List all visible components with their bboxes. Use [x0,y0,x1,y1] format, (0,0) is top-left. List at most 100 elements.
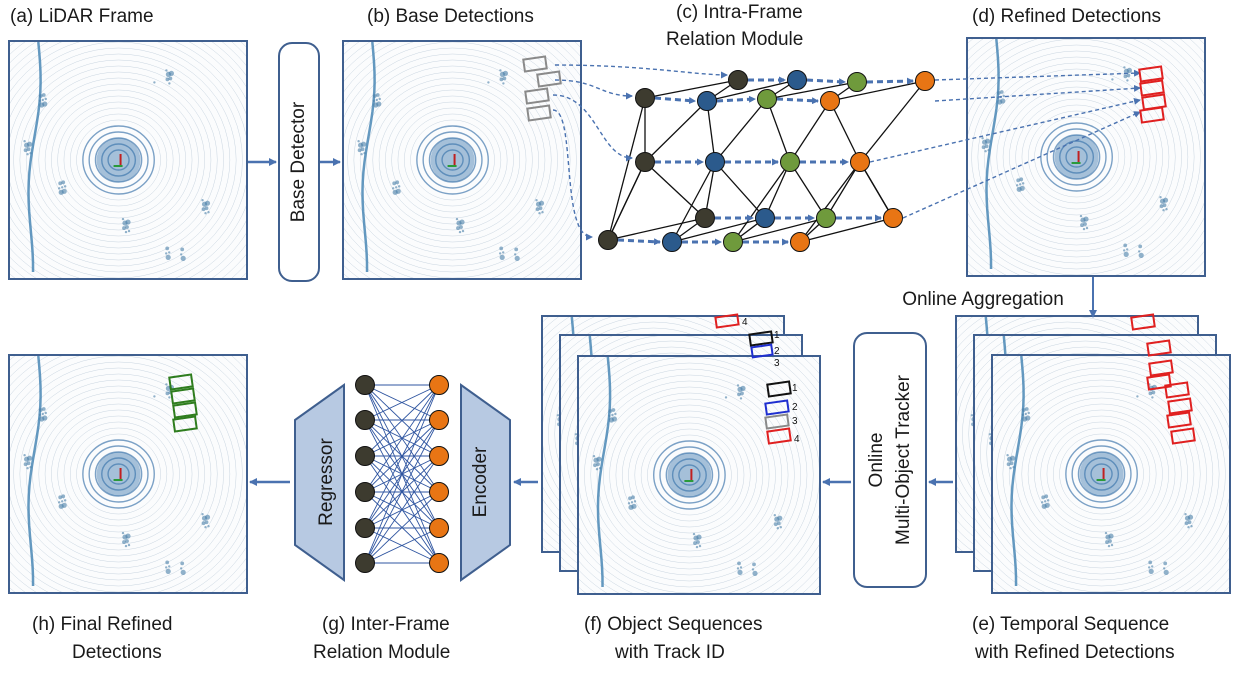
bipartite-edge [364,491,440,529]
tracker-label-line2: Multi-Object Tracker [893,375,914,545]
graph-edge [859,80,926,163]
scan-ring [88,445,149,503]
scan-point [996,96,999,100]
scan-point [1187,520,1192,525]
scan-point [1022,182,1025,185]
scan-point [125,539,129,543]
scan-point [1010,455,1016,461]
scan-point [363,152,366,155]
scan-point [27,455,33,461]
scan-point [41,412,44,416]
scan-point [153,81,156,84]
scan-point [1187,514,1194,520]
scan-point [751,568,755,571]
scan-point [988,433,992,436]
scan-point [692,532,696,536]
encoder-node [429,446,449,466]
scan-point [165,560,170,565]
scan-ring [19,379,218,569]
scan-point [180,253,183,256]
scan-point [1126,73,1131,78]
scan-point [461,229,465,233]
scan-point [44,97,47,101]
scan-point [1082,227,1086,231]
scan-ring [590,380,789,570]
scan-point [739,397,743,400]
scan-ring [101,143,137,177]
scan-point [1151,384,1157,390]
scan-point [1079,214,1083,218]
scan-point [41,407,46,411]
scan-point [61,188,67,194]
scan-ring [94,137,143,183]
scan-point [64,185,67,188]
scan-ring [1040,415,1163,533]
object-frame-front [577,355,821,595]
scan-point [61,186,64,189]
bipartite-edge [364,384,440,493]
flow-arrow [716,95,756,103]
scan-center [96,452,141,496]
scan-point [376,101,382,107]
scan-point [514,253,517,256]
bipartite-edge [364,419,440,564]
scan-point [1108,539,1112,543]
graph-node [695,208,715,228]
graph-edge [671,161,716,243]
scan-ring [652,440,726,510]
flow-arrow [776,97,819,105]
scan-point [1165,208,1168,211]
regressor-label: Regressor [316,438,337,526]
scan-point [1047,499,1050,502]
caption-base-detections: (b) Base Detections [367,6,534,27]
bipartite-edge [364,419,440,529]
scan-point [1151,396,1154,399]
graph-edge [644,161,706,219]
bipartite-edge [364,455,440,529]
bipartite-edge [364,384,440,493]
graph-edge [766,79,798,100]
scan-ring [397,107,508,213]
scan-ring [391,101,514,219]
graph-node [883,208,903,228]
scan-ring [647,434,732,516]
scan-point [61,500,64,503]
scan-point [61,494,66,499]
scan-point [611,413,614,417]
graph-edge [789,161,827,219]
scan-point [61,180,66,185]
scan-point [392,187,395,190]
bipartite-edge [364,455,440,493]
scan-point [1080,223,1084,227]
scan-point [1148,560,1153,565]
graph-node [816,208,836,228]
bipartite-edge [364,455,440,564]
bipartite-edge [364,384,440,529]
scan-point [696,540,700,544]
scan-ring [628,416,751,534]
scan-point [1148,391,1153,396]
scan-ring [82,439,155,509]
encoder-node [429,482,449,502]
scan-point [165,254,171,260]
scan-point [58,181,63,186]
scan-point [695,545,699,549]
scan-point [204,526,207,529]
scan-point [499,246,504,251]
graph-node [662,232,682,252]
road-edge [361,42,376,273]
scan-ring [996,373,1207,575]
graph-edge [825,161,861,219]
scan-ring [19,65,218,255]
scan-point [999,95,1002,99]
scan-point [1148,566,1151,569]
scan-point [168,82,171,85]
scan-point [1006,454,1009,457]
scan-ring [25,71,212,249]
bipartite-edge [364,455,440,564]
scan-point [23,148,28,153]
scan-point [984,144,989,149]
scan-point [1024,407,1029,411]
scan-point [776,521,781,526]
scan-point [121,217,125,221]
